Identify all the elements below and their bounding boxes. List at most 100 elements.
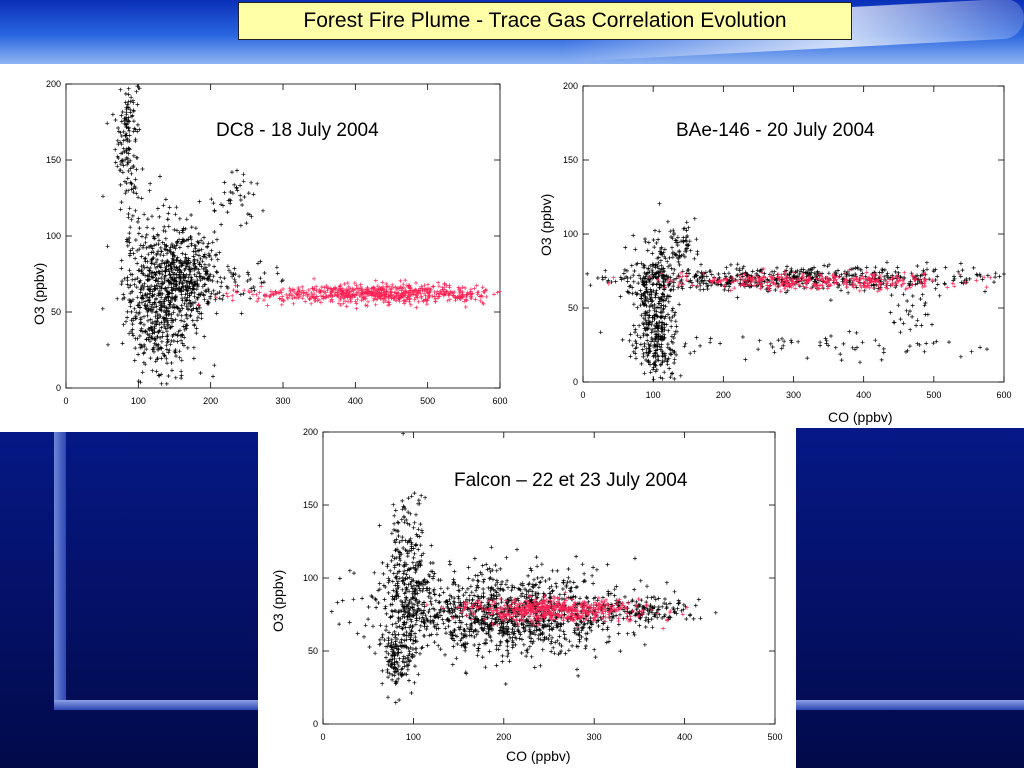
scatter-point xyxy=(148,317,153,322)
scatter-point xyxy=(330,294,335,299)
scatter-point xyxy=(605,562,610,567)
scatter-point xyxy=(742,283,747,287)
scatter-point xyxy=(169,361,174,365)
scatter-point xyxy=(851,278,856,283)
scatter-point xyxy=(481,595,486,600)
scatter-point xyxy=(885,271,890,276)
scatter-point xyxy=(123,91,128,96)
scatter-point xyxy=(737,266,742,271)
scatter-point xyxy=(202,262,207,267)
scatter-point xyxy=(399,609,404,614)
scatter-point xyxy=(591,581,596,586)
scatter-point xyxy=(647,320,652,325)
scatter-point xyxy=(265,303,270,308)
scatter-point xyxy=(509,619,514,624)
scatter-point xyxy=(118,130,123,135)
scatter-point xyxy=(716,280,721,285)
scatter-point xyxy=(134,89,139,94)
scatter-point xyxy=(555,625,559,630)
scatter-point xyxy=(311,295,316,299)
scatter-point xyxy=(158,299,163,304)
x-tick-label: 200 xyxy=(203,396,218,406)
scatter-point xyxy=(170,320,174,325)
scatter-point xyxy=(403,590,408,595)
scatter-point xyxy=(676,283,681,287)
scatter-point xyxy=(781,343,786,348)
scatter-point xyxy=(187,267,192,272)
scatter-point xyxy=(645,326,650,331)
scatter-point xyxy=(148,181,153,186)
scatter-point xyxy=(411,638,416,643)
scatter-point xyxy=(684,273,689,278)
scatter-point xyxy=(408,606,413,610)
scatter-point xyxy=(477,622,482,627)
scatter-point xyxy=(494,578,499,583)
scatter-point xyxy=(118,162,123,167)
scatter-point xyxy=(182,268,187,272)
scatter-point xyxy=(129,171,134,176)
scatter-point xyxy=(205,299,210,304)
scatter-point xyxy=(695,279,700,284)
scatter-point xyxy=(631,273,636,278)
scatter-point xyxy=(494,663,499,668)
scatter-point xyxy=(834,280,839,285)
scatter-point xyxy=(666,312,670,317)
scatter-point xyxy=(412,491,417,496)
scatter-point xyxy=(678,279,683,284)
scatter-point xyxy=(373,278,378,283)
scatter-point xyxy=(408,581,413,586)
scatter-point xyxy=(553,619,557,624)
scatter-point xyxy=(407,293,412,298)
scatter-point xyxy=(875,278,879,283)
scatter-point xyxy=(299,290,304,295)
scatter-point xyxy=(407,678,411,683)
scatter-point xyxy=(106,342,110,347)
scatter-point xyxy=(956,269,961,274)
scatter-point xyxy=(883,285,888,290)
scatter-point xyxy=(183,226,188,231)
scatter-point xyxy=(959,280,964,285)
scatter-point xyxy=(722,271,727,276)
scatter-point xyxy=(612,587,617,592)
scatter-point xyxy=(777,275,782,280)
scatter-point xyxy=(196,231,201,236)
scatter-point xyxy=(635,291,640,296)
scatter-point xyxy=(669,324,674,329)
scatter-point xyxy=(895,275,900,280)
scatter-point xyxy=(766,286,771,291)
scatter-point xyxy=(863,285,868,290)
scatter-point xyxy=(230,274,235,279)
scatter-point xyxy=(588,616,593,620)
scatter-point xyxy=(923,279,928,284)
scatter-point xyxy=(704,281,709,286)
scatter-point xyxy=(300,284,305,289)
scatter-point xyxy=(656,266,661,271)
scatter-point xyxy=(162,354,167,358)
scatter-point xyxy=(123,100,128,105)
scatter-point xyxy=(178,308,183,313)
scatter-point xyxy=(804,285,809,290)
scatter-point xyxy=(424,302,429,307)
scatter-point xyxy=(823,336,828,341)
scatter-point xyxy=(444,289,449,294)
scatter-point xyxy=(340,291,345,295)
scatter-point xyxy=(494,615,499,620)
scatter-point xyxy=(381,290,386,295)
scatter-point xyxy=(957,272,962,277)
scatter-point xyxy=(478,298,483,303)
scatter-point xyxy=(371,298,376,303)
scatter-point xyxy=(839,358,844,363)
scatter-point xyxy=(177,259,182,264)
scatter-point xyxy=(624,274,629,279)
scatter-point xyxy=(795,276,800,281)
scatter-point xyxy=(202,334,207,339)
scatter-point xyxy=(351,597,356,602)
scatter-point xyxy=(415,603,420,608)
scatter-point xyxy=(428,561,433,565)
scatter-point xyxy=(171,250,176,255)
scatter-point xyxy=(444,599,449,604)
scatter-point xyxy=(172,305,177,310)
scatter-point xyxy=(291,301,296,306)
scatter-point xyxy=(801,267,806,272)
scatter-point xyxy=(345,289,350,294)
